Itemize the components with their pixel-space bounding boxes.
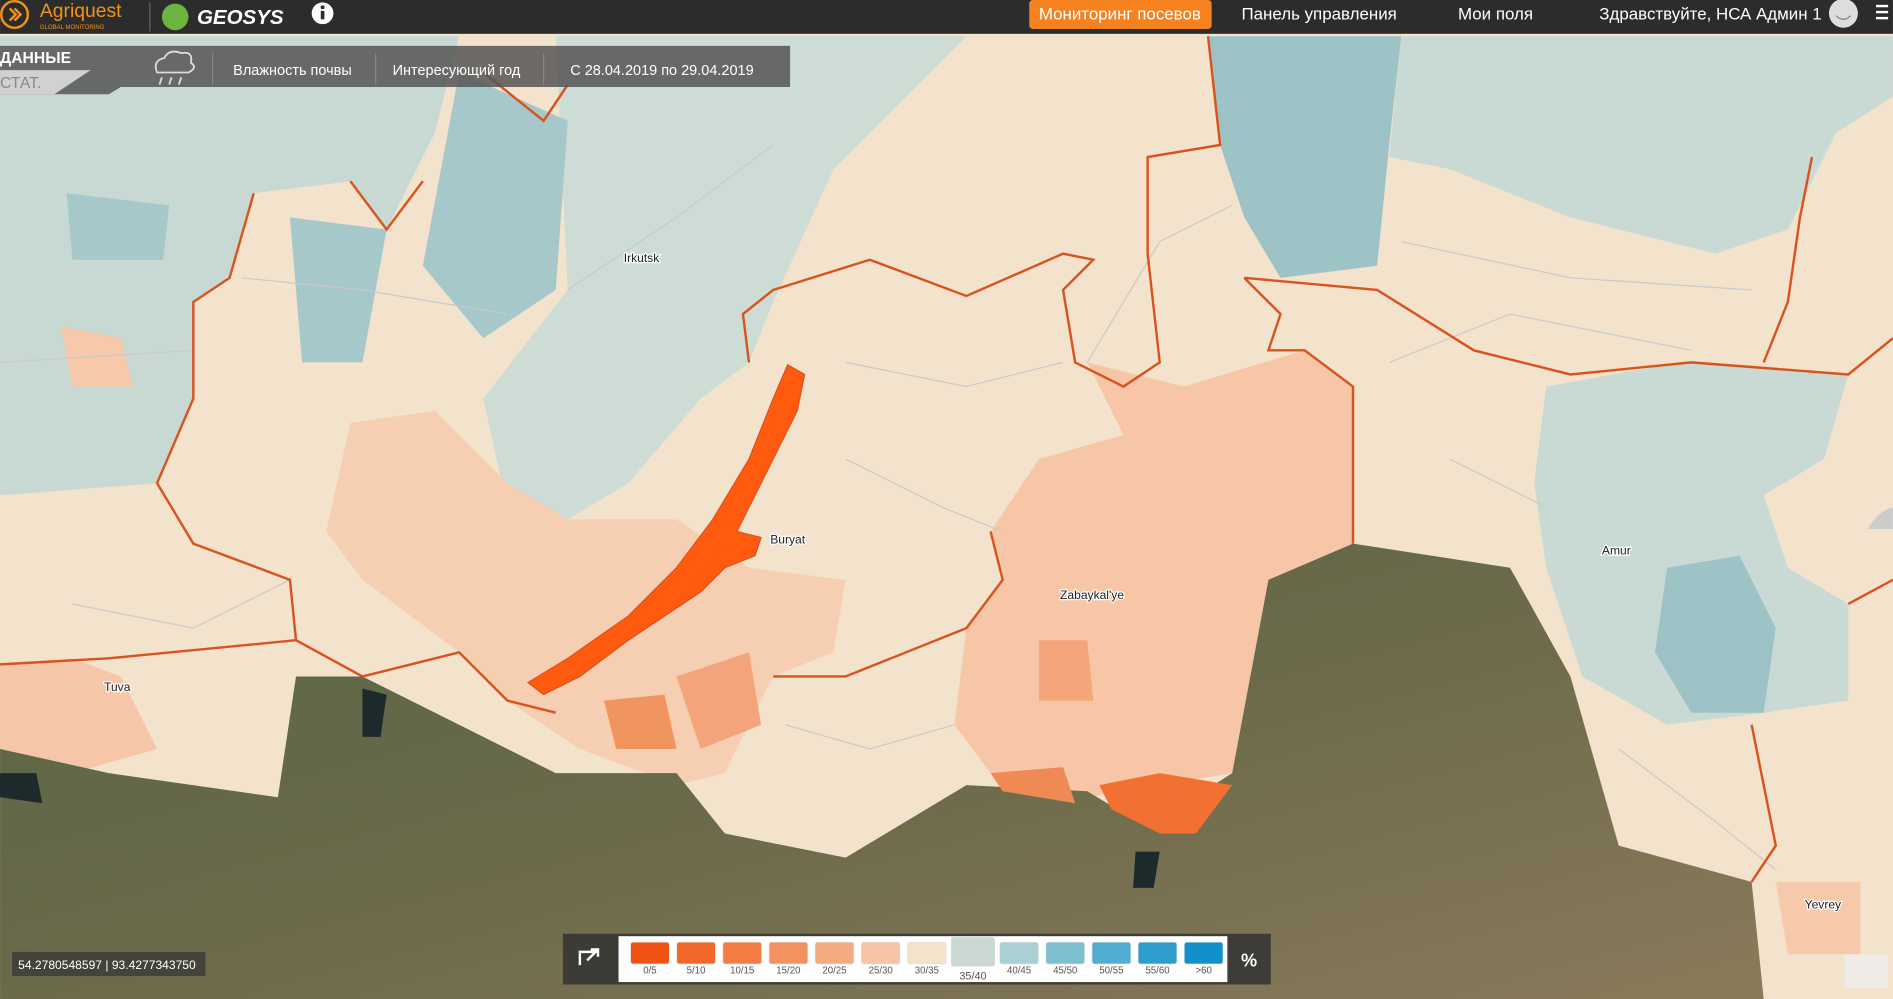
brand-logo bbox=[0, 0, 30, 29]
layer-selector[interactable]: Влажность почвы bbox=[233, 63, 352, 79]
nav-active-background bbox=[1029, 0, 1212, 29]
panel-tab[interactable]: ДАННЫЕ bbox=[0, 50, 71, 67]
region bbox=[0, 658, 158, 774]
place-label: Buryat bbox=[770, 533, 806, 547]
legend-swatch[interactable] bbox=[768, 941, 809, 965]
legend: 0/5 5/10 10/15 15/20 20/25 25/30 30/35 35/40 40/… bbox=[630, 937, 1224, 983]
brand-logo-mark bbox=[8, 7, 23, 22]
legend-swatch[interactable] bbox=[1137, 941, 1178, 965]
legend-swatch[interactable] bbox=[1045, 941, 1085, 965]
map[interactable]: Irkutsk Buryat Zabaykal'ye Tuva Amur Yevrey bbox=[0, 33, 1893, 999]
place-label: Yevrey bbox=[1805, 897, 1841, 911]
brand-tagline: GLOBAL MONITORING bbox=[40, 25, 105, 31]
data-panel bbox=[0, 45, 791, 95]
stat-tab-background bbox=[0, 70, 91, 95]
panel-tab[interactable]: СТАТ. bbox=[0, 75, 41, 92]
legend-swatch[interactable] bbox=[1091, 941, 1132, 965]
legend-swatch[interactable] bbox=[1184, 941, 1224, 965]
region bbox=[1038, 640, 1094, 701]
legend-label: 25/30 bbox=[869, 966, 893, 977]
nav-item[interactable]: Мои поля bbox=[1458, 4, 1533, 23]
legend-label: 50/55 bbox=[1099, 966, 1123, 977]
info-icon-bar bbox=[320, 10, 325, 20]
legend-swatch[interactable] bbox=[676, 941, 716, 965]
info-button[interactable] bbox=[311, 2, 334, 25]
region bbox=[289, 217, 387, 363]
legend-swatch[interactable] bbox=[999, 941, 1039, 965]
share-button[interactable] bbox=[578, 948, 600, 966]
place-label: Irkutsk bbox=[624, 251, 660, 265]
legend-swatch[interactable] bbox=[907, 941, 947, 965]
legend-label: 0/5 bbox=[643, 966, 656, 977]
nav-item[interactable]: Мониторинг посевов bbox=[1039, 4, 1201, 23]
district-borders bbox=[0, 144, 1777, 871]
legend-label: 35/40 bbox=[959, 971, 986, 983]
place-label: Tuva bbox=[104, 680, 131, 694]
legend-swatch[interactable] bbox=[814, 941, 855, 965]
greeting[interactable]: Здравствуйте, НСА Админ 1 bbox=[1599, 4, 1821, 23]
menu-button[interactable] bbox=[1876, 4, 1889, 20]
region bbox=[604, 694, 677, 749]
map-labels: Irkutsk Buryat Zabaykal'ye Tuva Amur Yevrey bbox=[103, 250, 1842, 913]
period-selector[interactable]: Интересующий год bbox=[393, 63, 521, 79]
legend-swatch[interactable] bbox=[861, 941, 901, 965]
region bbox=[422, 72, 568, 339]
region bbox=[1775, 881, 1861, 955]
nav-item[interactable]: Панель управления bbox=[1242, 4, 1397, 23]
avatar[interactable] bbox=[1828, 0, 1858, 28]
legend-label: 20/25 bbox=[822, 966, 846, 977]
legend-label: 10/15 bbox=[730, 966, 754, 977]
avatar-face bbox=[1835, 15, 1852, 20]
legend-swatch[interactable] bbox=[950, 937, 996, 967]
lake-baikal bbox=[526, 363, 806, 696]
region bbox=[66, 193, 170, 260]
unit-toggle[interactable]: % bbox=[1241, 950, 1257, 970]
partner-name: GEOSYS bbox=[197, 6, 284, 29]
region bbox=[990, 767, 1076, 804]
region bbox=[1208, 36, 1402, 278]
region bbox=[483, 36, 967, 520]
weather-icon[interactable] bbox=[154, 50, 195, 85]
nav: Мониторинг посевов Панель управления Мои п… bbox=[1039, 4, 1533, 23]
share-icon bbox=[578, 948, 600, 966]
region bbox=[1654, 555, 1776, 713]
partner-logo bbox=[161, 3, 189, 31]
region-borders bbox=[0, 36, 1893, 883]
info-icon-dot bbox=[320, 5, 325, 10]
region bbox=[1099, 773, 1233, 834]
legend-swatch[interactable] bbox=[722, 941, 762, 965]
coordinates: 54.2780548597 | 93.4277343750 bbox=[18, 958, 196, 972]
brand-name[interactable]: Agriquest bbox=[40, 1, 122, 22]
legend-label: 55/60 bbox=[1145, 966, 1169, 977]
place-label: Amur bbox=[1602, 543, 1631, 557]
satellite-terrain bbox=[0, 543, 1764, 999]
legend-swatch[interactable] bbox=[630, 941, 670, 965]
legend-label: 5/10 bbox=[687, 966, 706, 977]
legend-label: >60 bbox=[1195, 966, 1211, 977]
layers-button[interactable] bbox=[1844, 954, 1889, 989]
region bbox=[676, 652, 762, 749]
legend-label: 30/35 bbox=[915, 966, 939, 977]
legend-label: 45/50 bbox=[1053, 966, 1077, 977]
coordinates-box bbox=[12, 951, 206, 977]
side-toggle[interactable] bbox=[1867, 507, 1893, 530]
legend-label: 15/20 bbox=[776, 966, 800, 977]
place-label: Zabaykal'ye bbox=[1060, 588, 1124, 602]
region bbox=[1389, 36, 1893, 254]
date-range[interactable]: С 28.04.2019 по 29.04.2019 bbox=[570, 63, 753, 79]
legend-label: 40/45 bbox=[1007, 966, 1031, 977]
